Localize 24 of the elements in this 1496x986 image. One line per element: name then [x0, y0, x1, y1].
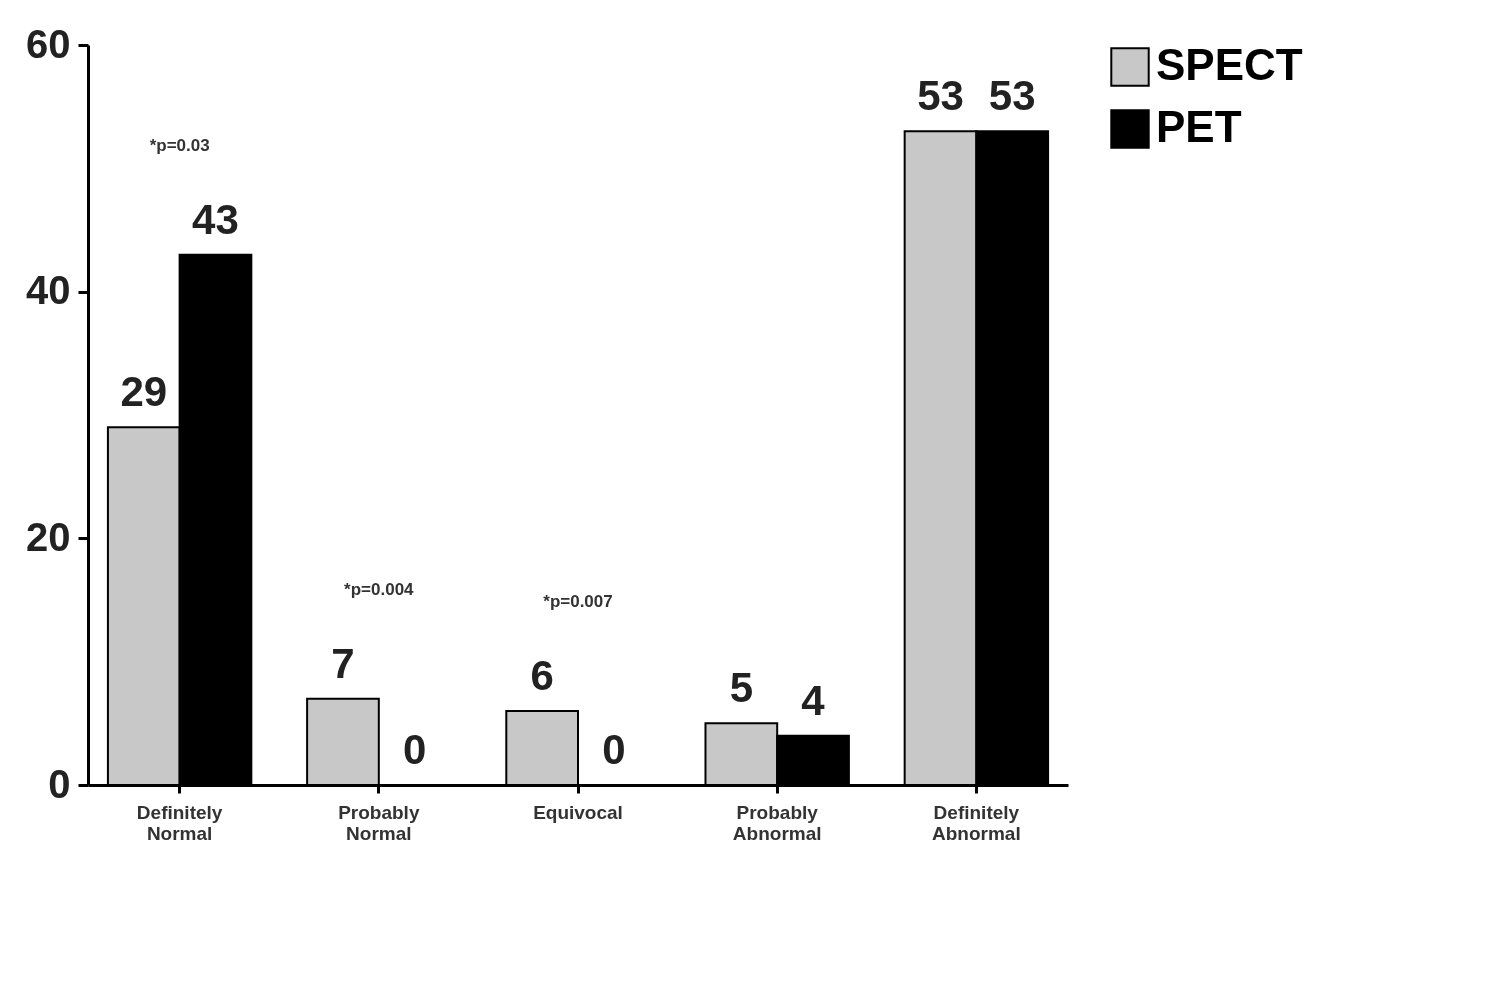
annotation: *p=0.03: [149, 135, 210, 155]
data-label: 53: [917, 72, 964, 120]
data-label: 7: [331, 639, 355, 687]
x-tick-label: Probably Normal: [338, 801, 420, 844]
y-tick-label: 40: [26, 268, 71, 313]
x-tick-label: Definitely Normal: [136, 801, 223, 844]
data-label: 29: [120, 368, 168, 416]
data-label: 53: [988, 72, 1036, 120]
data-label: 0: [602, 726, 626, 773]
y-tick-label: 0: [48, 761, 71, 806]
data-label: 6: [530, 652, 554, 699]
annotation: *p=0.004: [344, 579, 415, 599]
data-label: 0: [402, 726, 427, 773]
y-tick-label: 20: [26, 514, 71, 559]
data-label: 43: [192, 195, 239, 243]
legend-label: SPECT: [1156, 40, 1303, 89]
x-tick-label: Definitely Abnormal: [932, 801, 1021, 844]
annotation: *p=0.007: [543, 592, 613, 611]
y-tick-label: 60: [26, 21, 71, 66]
x-tick-label: Equivocal: [533, 801, 623, 823]
legend-label: PET: [1156, 102, 1242, 151]
data-label: 4: [801, 676, 826, 724]
data-label: 5: [729, 664, 754, 712]
x-tick-label: Probably Abnormal: [732, 801, 822, 844]
